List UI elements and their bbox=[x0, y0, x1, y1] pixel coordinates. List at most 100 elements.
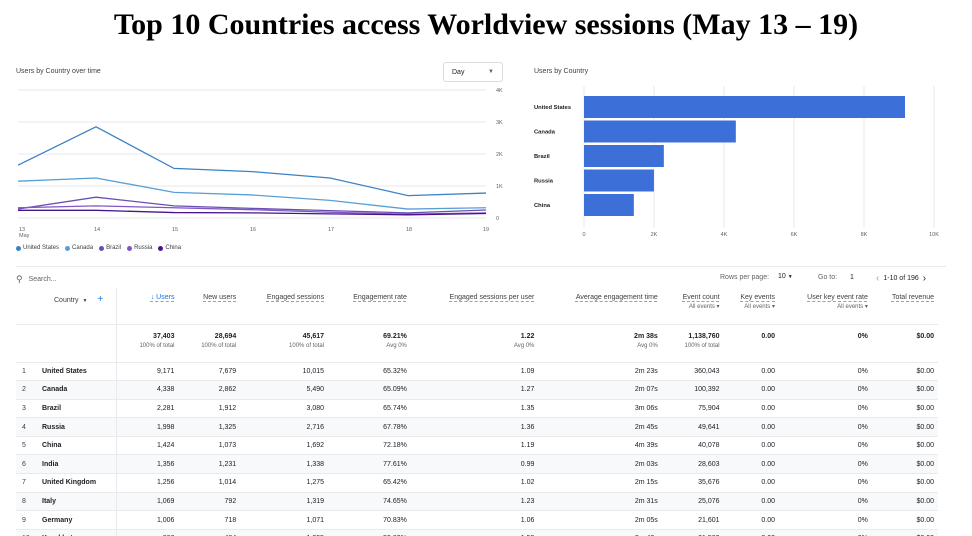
country-cell[interactable]: United States bbox=[38, 361, 117, 381]
metric-cell: 880 bbox=[116, 528, 179, 536]
country-cell[interactable]: Germany bbox=[38, 510, 117, 530]
metric-cell: 1.09 bbox=[410, 361, 539, 381]
table-row[interactable]: 7 United Kingdom 1,256 1,014 1,275 65.42% 1.02… bbox=[16, 473, 938, 493]
metric-cell: 1,338 bbox=[240, 454, 329, 474]
rows-per-page-value: 10 bbox=[778, 273, 786, 280]
country-header-label: Country bbox=[54, 297, 79, 304]
chevron-down-icon: ▼ bbox=[488, 69, 494, 75]
x-tick-label: 0 bbox=[582, 232, 585, 238]
metric-cell: $0.00 bbox=[871, 435, 938, 455]
day-select-value: Day bbox=[452, 69, 465, 76]
metric-cell: 1.59 bbox=[410, 528, 539, 536]
x-tick-label: 14 bbox=[94, 227, 100, 233]
column-header[interactable]: Key events All events ▾ bbox=[724, 288, 779, 324]
total-cell: 0% bbox=[779, 323, 872, 362]
metric-cell: 100,392 bbox=[661, 380, 724, 400]
legend-item: Russia bbox=[127, 245, 152, 251]
metric-cell: 792 bbox=[178, 491, 241, 511]
row-index: 2 bbox=[16, 380, 38, 400]
chevron-down-icon[interactable]: ▼ bbox=[82, 298, 88, 304]
column-header[interactable]: Engagement rate bbox=[328, 288, 411, 324]
legend-label: Canada bbox=[72, 245, 94, 251]
metric-cell: 0% bbox=[779, 417, 872, 437]
metric-cell: 2,281 bbox=[116, 398, 179, 418]
rows-per-page-label: Rows per page: bbox=[720, 274, 770, 281]
country-header[interactable]: Country ▼ + bbox=[38, 288, 117, 324]
table-header-row: Country ▼ + ↓ Users New users Engaged sess… bbox=[16, 288, 938, 324]
column-header[interactable]: Total revenue bbox=[872, 288, 938, 324]
table-row[interactable]: 2 Canada 4,338 2,862 5,490 65.09% 1.27 2m 07s 10… bbox=[16, 380, 938, 400]
table-row[interactable]: 4 Russia 1,998 1,325 2,716 67.78% 1.36 2m 45s 49… bbox=[16, 417, 938, 437]
legend-label: Brazil bbox=[106, 245, 122, 251]
column-header-label: Engaged sessions bbox=[266, 294, 325, 301]
goto-input[interactable]: 1 bbox=[850, 274, 854, 281]
metric-cell: $0.00 bbox=[871, 510, 938, 530]
metric-cell: 0.00 bbox=[723, 528, 779, 536]
metric-cell: 0% bbox=[779, 435, 872, 455]
table-row[interactable]: 10Kazakhstan8804841,39559.82%1.592m 42s3… bbox=[16, 528, 938, 536]
metric-cell: 4m 39s bbox=[538, 435, 662, 455]
metric-cell: 1,998 bbox=[116, 417, 179, 437]
metric-cell: 1,071 bbox=[240, 510, 329, 530]
column-header-label: Average engagement time bbox=[575, 294, 658, 301]
country-cell[interactable]: India bbox=[38, 454, 117, 474]
x-tick-label: 16 bbox=[250, 227, 256, 233]
table-row[interactable]: 3 Brazil 2,281 1,912 3,080 65.74% 1.35 3m 06s 75… bbox=[16, 398, 938, 418]
metric-cell: 1,256 bbox=[116, 473, 179, 493]
legend-item: Canada bbox=[65, 245, 93, 251]
next-page-icon[interactable]: › bbox=[922, 273, 927, 284]
table-row[interactable]: 5 China 1,424 1,073 1,692 72.18% 1.19 4m 39s 40,… bbox=[16, 435, 938, 455]
column-header[interactable]: Engaged sessions per user bbox=[411, 288, 539, 324]
country-cell[interactable]: Canada bbox=[38, 380, 117, 400]
country-cell[interactable]: Russia bbox=[38, 417, 117, 437]
table-row[interactable]: 6 India 1,356 1,231 1,338 77.61% 0.99 2m 03s 28,… bbox=[16, 454, 938, 474]
table-row[interactable]: 1 United States 9,171 7,679 10,015 65.32% 1.09… bbox=[16, 361, 938, 381]
country-cell[interactable]: Italy bbox=[38, 491, 117, 511]
prev-page-icon[interactable]: ‹ bbox=[876, 273, 880, 284]
country-cell[interactable]: Brazil bbox=[38, 398, 117, 418]
metric-cell: 65.74% bbox=[328, 398, 411, 418]
add-dimension-icon[interactable]: + bbox=[97, 294, 104, 305]
country-cell[interactable]: Kazakhstan bbox=[38, 528, 117, 536]
bar-russia bbox=[584, 169, 654, 192]
table-row[interactable]: 8 Italy 1,069 792 1,319 74.65% 1.23 2m 31s 25,07… bbox=[16, 491, 938, 511]
country-cell[interactable]: United Kingdom bbox=[38, 473, 117, 493]
metric-cell: 2m 15s bbox=[538, 473, 662, 493]
rows-per-page-select[interactable]: 10 ▼ bbox=[778, 273, 793, 280]
column-header[interactable]: Average engagement time bbox=[538, 288, 661, 324]
metric-cell: 65.09% bbox=[328, 380, 411, 400]
line-chart-title: Users by Country over time bbox=[16, 68, 101, 75]
metric-cell: 0% bbox=[779, 398, 872, 418]
metric-cell: 25,076 bbox=[661, 491, 724, 511]
metric-cell: 2m 45s bbox=[538, 417, 662, 437]
event-filter-select[interactable]: All events ▾ bbox=[837, 304, 868, 310]
column-header-label: ↓ Users bbox=[150, 294, 175, 301]
search-input[interactable]: Search... bbox=[28, 276, 57, 283]
metric-cell: 0.99 bbox=[410, 454, 539, 474]
metric-cell: $0.00 bbox=[871, 398, 938, 418]
legend-item: China bbox=[158, 245, 181, 251]
event-filter-select[interactable]: All events ▾ bbox=[744, 304, 775, 310]
column-header-label: Engagement rate bbox=[353, 294, 407, 301]
column-header[interactable]: New users bbox=[178, 288, 240, 324]
column-header[interactable]: Event count All events ▾ bbox=[662, 288, 724, 324]
column-header-label: Engaged sessions per user bbox=[449, 294, 535, 301]
column-header-label: Total revenue bbox=[891, 294, 934, 301]
country-cell[interactable]: China bbox=[38, 435, 117, 455]
column-header[interactable]: User key event rate All events ▾ bbox=[779, 288, 872, 324]
day-select[interactable]: Day ▼ bbox=[443, 62, 503, 82]
metric-cell: 31,502 bbox=[661, 528, 724, 536]
y-tick-label: 4K bbox=[496, 88, 503, 94]
metric-cell: 1,356 bbox=[116, 454, 179, 474]
column-header[interactable]: ↓ Users bbox=[116, 288, 178, 324]
column-header[interactable]: Engaged sessions bbox=[240, 288, 328, 324]
table-row[interactable]: 9 Germany 1,006 718 1,071 70.83% 1.06 2m 05s 21,… bbox=[16, 510, 938, 530]
x-sublabel: May bbox=[19, 233, 30, 239]
metric-cell: 10,015 bbox=[240, 361, 329, 381]
legend-dot bbox=[158, 245, 164, 251]
total-cell: 69.21% Avg 0% bbox=[328, 323, 411, 362]
event-filter-select[interactable]: All events ▾ bbox=[688, 304, 720, 310]
chevron-down-icon: ▼ bbox=[787, 274, 793, 280]
metric-cell: 65.32% bbox=[328, 361, 411, 381]
search-box[interactable]: ⚲ Search... bbox=[16, 274, 57, 285]
